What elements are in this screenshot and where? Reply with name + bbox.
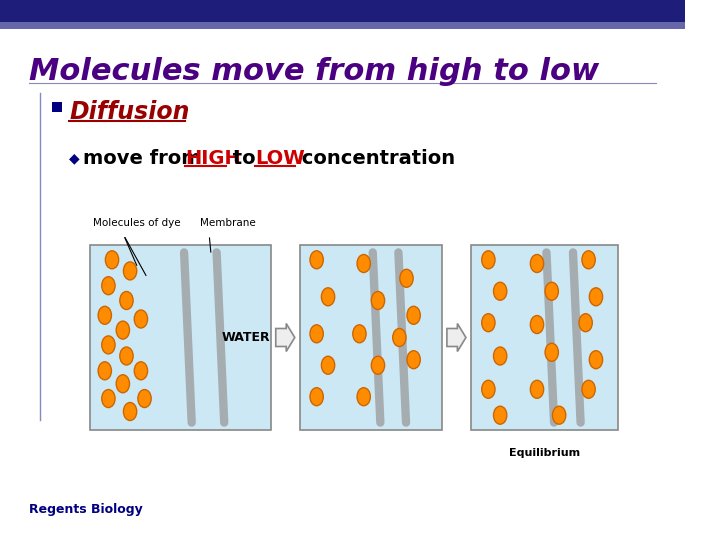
Ellipse shape xyxy=(116,321,130,339)
Ellipse shape xyxy=(102,276,115,295)
Text: to: to xyxy=(226,148,263,167)
Ellipse shape xyxy=(98,362,112,380)
Ellipse shape xyxy=(531,254,544,273)
Ellipse shape xyxy=(582,251,595,269)
Ellipse shape xyxy=(123,262,137,280)
Ellipse shape xyxy=(493,347,507,365)
Ellipse shape xyxy=(120,347,133,365)
FancyArrow shape xyxy=(447,323,466,352)
Text: move from: move from xyxy=(83,148,208,167)
Ellipse shape xyxy=(482,380,495,399)
Ellipse shape xyxy=(545,282,559,300)
Text: HIGH: HIGH xyxy=(186,148,241,167)
Bar xyxy=(300,245,442,430)
Ellipse shape xyxy=(589,288,603,306)
Ellipse shape xyxy=(357,254,370,273)
Ellipse shape xyxy=(372,356,384,374)
Bar xyxy=(0,22,685,29)
Ellipse shape xyxy=(321,288,335,306)
Ellipse shape xyxy=(493,282,507,300)
Text: Regents Biology: Regents Biology xyxy=(29,503,143,516)
Text: ◆: ◆ xyxy=(69,151,80,165)
Ellipse shape xyxy=(138,389,151,408)
Bar xyxy=(0,0,685,22)
Ellipse shape xyxy=(116,375,130,393)
Ellipse shape xyxy=(102,389,115,408)
Ellipse shape xyxy=(531,315,544,334)
Ellipse shape xyxy=(407,350,420,369)
Ellipse shape xyxy=(310,325,323,343)
Ellipse shape xyxy=(589,350,603,369)
Ellipse shape xyxy=(482,251,495,269)
Text: Molecules move from high to low: Molecules move from high to low xyxy=(29,57,598,86)
Ellipse shape xyxy=(493,406,507,424)
Ellipse shape xyxy=(407,306,420,325)
Text: Equilibrium: Equilibrium xyxy=(509,448,580,458)
Ellipse shape xyxy=(357,388,370,406)
Ellipse shape xyxy=(353,325,366,343)
Ellipse shape xyxy=(134,362,148,380)
Ellipse shape xyxy=(123,402,137,421)
Text: Membrane: Membrane xyxy=(199,218,256,228)
Ellipse shape xyxy=(102,336,115,354)
Ellipse shape xyxy=(120,292,133,309)
Text: concentration: concentration xyxy=(294,148,455,167)
Ellipse shape xyxy=(321,356,335,374)
Text: Molecules of dye: Molecules of dye xyxy=(93,218,181,228)
Bar xyxy=(90,245,271,430)
Text: WATER: WATER xyxy=(221,331,270,344)
Ellipse shape xyxy=(105,251,119,269)
Ellipse shape xyxy=(98,306,112,325)
Text: LOW: LOW xyxy=(255,148,305,167)
Ellipse shape xyxy=(545,343,559,361)
Ellipse shape xyxy=(552,406,566,424)
FancyArrow shape xyxy=(276,323,294,352)
Ellipse shape xyxy=(582,380,595,399)
Ellipse shape xyxy=(579,314,593,332)
Text: Diffusion: Diffusion xyxy=(69,100,190,124)
Ellipse shape xyxy=(372,292,384,309)
Ellipse shape xyxy=(134,310,148,328)
Ellipse shape xyxy=(531,380,544,399)
Ellipse shape xyxy=(310,388,323,406)
Ellipse shape xyxy=(392,328,406,347)
Bar xyxy=(471,245,618,430)
Bar xyxy=(53,102,62,112)
Ellipse shape xyxy=(310,251,323,269)
Ellipse shape xyxy=(400,269,413,287)
Ellipse shape xyxy=(482,314,495,332)
